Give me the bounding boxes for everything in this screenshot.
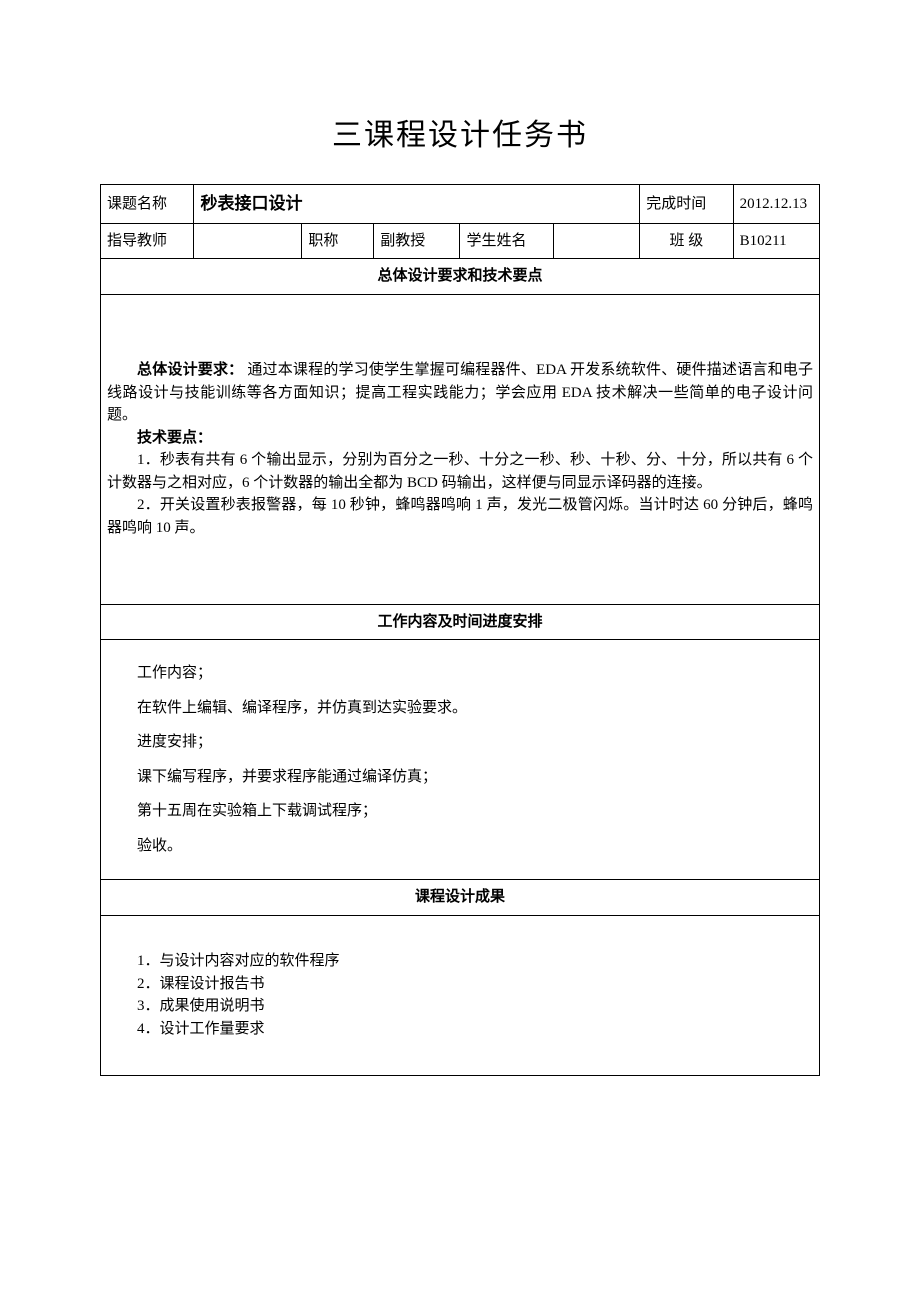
text-tech-p2: 2．开关设置秒表报警器，每 10 秒钟，蜂鸣器鸣响 1 声，发光二极管闪烁。当计… bbox=[107, 494, 813, 539]
deliv-i4: 4．设计工作量要求 bbox=[107, 1018, 813, 1041]
row-topic: 课题名称 秒表接口设计 完成时间 2012.12.13 bbox=[101, 185, 820, 224]
label-tech-points: 技术要点： bbox=[107, 427, 813, 450]
body-requirements: 总体设计要求： 通过本课程的学习使学生掌握可编程器件、EDA 开发系统软件、硬件… bbox=[101, 294, 820, 604]
deliv-i2: 2．课程设计报告书 bbox=[107, 973, 813, 996]
sched-p1: 工作内容； bbox=[107, 656, 813, 691]
value-student bbox=[553, 223, 639, 259]
body-deliverables: 1．与设计内容对应的软件程序 2．课程设计报告书 3．成果使用说明书 4．设计工… bbox=[101, 915, 820, 1075]
task-table: 课题名称 秒表接口设计 完成时间 2012.12.13 指导教师 职称 副教授 … bbox=[100, 184, 820, 1076]
heading-schedule: 工作内容及时间进度安排 bbox=[101, 604, 820, 640]
deliv-i1: 1．与设计内容对应的软件程序 bbox=[107, 950, 813, 973]
label-class: 班 级 bbox=[640, 223, 733, 259]
label-finish-time: 完成时间 bbox=[640, 185, 733, 224]
row-section1-heading: 总体设计要求和技术要点 bbox=[101, 259, 820, 295]
row-section3-body: 1．与设计内容对应的软件程序 2．课程设计报告书 3．成果使用说明书 4．设计工… bbox=[101, 915, 820, 1075]
row-section3-heading: 课程设计成果 bbox=[101, 880, 820, 916]
value-topic: 秒表接口设计 bbox=[194, 185, 640, 224]
value-class: B10211 bbox=[733, 223, 819, 259]
sched-p3: 进度安排； bbox=[107, 725, 813, 760]
heading-deliverables: 课程设计成果 bbox=[101, 880, 820, 916]
text-tech-p1: 1．秒表有共有 6 个输出显示，分别为百分之一秒、十分之一秒、秒、十秒、分、十分… bbox=[107, 449, 813, 494]
label-overall-req: 总体设计要求： bbox=[137, 362, 243, 378]
body-schedule: 工作内容； 在软件上编辑、编译程序，并仿真到达实验要求。 进度安排； 课下编写程… bbox=[101, 640, 820, 880]
value-title: 副教授 bbox=[374, 223, 460, 259]
value-advisor bbox=[194, 223, 302, 259]
row-section1-body: 总体设计要求： 通过本课程的学习使学生掌握可编程器件、EDA 开发系统软件、硬件… bbox=[101, 294, 820, 604]
label-title: 职称 bbox=[302, 223, 374, 259]
row-teacher: 指导教师 职称 副教授 学生姓名 班 级 B10211 bbox=[101, 223, 820, 259]
label-advisor: 指导教师 bbox=[101, 223, 194, 259]
sched-p2: 在软件上编辑、编译程序，并仿真到达实验要求。 bbox=[107, 691, 813, 726]
value-finish-time: 2012.12.13 bbox=[733, 185, 819, 224]
heading-requirements: 总体设计要求和技术要点 bbox=[101, 259, 820, 295]
row-section2-body: 工作内容； 在软件上编辑、编译程序，并仿真到达实验要求。 进度安排； 课下编写程… bbox=[101, 640, 820, 880]
sched-p5: 第十五周在实验箱上下载调试程序； bbox=[107, 794, 813, 829]
sched-p4: 课下编写程序，并要求程序能通过编译仿真； bbox=[107, 760, 813, 795]
row-section2-heading: 工作内容及时间进度安排 bbox=[101, 604, 820, 640]
label-student: 学生姓名 bbox=[460, 223, 553, 259]
label-topic: 课题名称 bbox=[101, 185, 194, 224]
page-title: 三课程设计任务书 bbox=[100, 110, 820, 154]
sched-p6: 验收。 bbox=[107, 829, 813, 864]
deliv-i3: 3．成果使用说明书 bbox=[107, 995, 813, 1018]
document-page: 三课程设计任务书 课题名称 秒表接口设计 完成时间 2012.12.13 指导教… bbox=[0, 0, 920, 1302]
